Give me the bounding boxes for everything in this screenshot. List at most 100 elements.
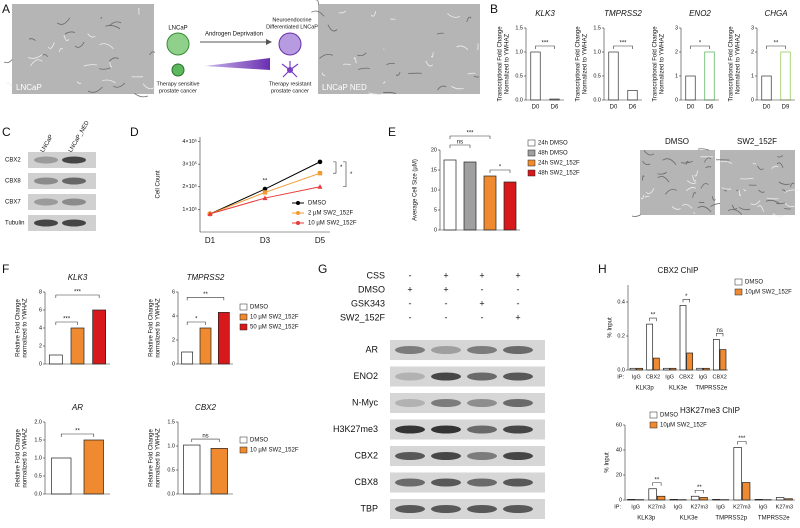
- y-axis-label: Normalized to YWHAZ: [736, 34, 742, 95]
- legend-swatch: [239, 323, 248, 331]
- cell-shape: [657, 175, 670, 183]
- cell-shape: [149, 51, 156, 56]
- blot: [28, 194, 96, 210]
- cell-shape: [777, 155, 784, 158]
- sig-bracket: [449, 144, 471, 148]
- x-tick-label: K27m3: [691, 504, 708, 510]
- legend-label: 48h DMSO: [538, 151, 568, 157]
- neuron-body: [287, 67, 293, 73]
- condition-mark: -: [409, 298, 412, 308]
- cell-shape: [641, 175, 645, 181]
- x-tick-label: D6: [706, 105, 714, 111]
- y-tick-label: 0: [434, 227, 437, 233]
- bar: [733, 447, 742, 501]
- cell-shape: [447, 13, 460, 18]
- cell-shape: [56, 17, 71, 25]
- y-tick-label: 2: [675, 49, 678, 55]
- blot-label: N-Myc: [352, 397, 378, 407]
- cell-shape: [315, 0, 320, 5]
- chart-title: ENO2: [689, 9, 711, 18]
- cell-shape: [776, 202, 786, 205]
- cell-shape: [784, 203, 795, 208]
- marker: [262, 195, 268, 201]
- significance: *: [699, 41, 702, 47]
- sig-bracket: [766, 45, 786, 49]
- cell-shape: [757, 205, 765, 212]
- legend-label: DMSO: [308, 201, 326, 207]
- condition-label: DMSO: [358, 284, 385, 294]
- sig-bracket: [535, 45, 555, 49]
- y-axis-label: Relative Fold Change: [149, 298, 155, 356]
- cell-shape: [327, 24, 338, 32]
- y-tick-label: 8: [39, 289, 42, 295]
- ned-dish: [278, 32, 302, 56]
- legend-label: 10 µM SW2_152F: [250, 448, 299, 454]
- band: [34, 219, 58, 227]
- cell-shape: [395, 71, 401, 76]
- bar: [463, 161, 477, 231]
- band: [395, 425, 425, 434]
- band: [395, 478, 425, 487]
- y-tick-label: 60: [616, 422, 622, 428]
- y-tick-label: 5: [434, 207, 437, 213]
- band: [395, 505, 425, 513]
- y-tick-label: 1.5: [515, 25, 523, 31]
- bar: [199, 327, 212, 365]
- micrograph: [12, 4, 154, 94]
- bar: [699, 497, 708, 501]
- significance: ***: [541, 41, 549, 47]
- bar: [686, 352, 694, 371]
- x-tick-label: CBX2: [646, 374, 660, 380]
- blot-label: AR: [365, 344, 378, 354]
- cell-shape: [731, 204, 738, 210]
- y-tick-label: 2: [751, 49, 754, 55]
- bar: [648, 488, 657, 501]
- cell-shape: [776, 162, 784, 168]
- marker: [317, 170, 323, 176]
- band: [34, 198, 58, 206]
- band: [503, 372, 533, 381]
- band: [431, 452, 461, 460]
- cell-shape: [662, 158, 677, 165]
- blot-label: CBX2: [354, 450, 378, 460]
- band: [34, 177, 58, 185]
- cell-shape: [311, 10, 325, 17]
- condition-mark: +: [479, 270, 484, 280]
- cell-shape: [685, 160, 689, 165]
- bar: [503, 181, 517, 231]
- cell-shape: [87, 86, 103, 93]
- legend-label: 2 µM SW2_152F: [308, 211, 353, 217]
- y-tick-label: 0.0: [34, 491, 42, 497]
- blot-label: CBX7: [5, 200, 21, 206]
- bar: [608, 51, 619, 101]
- panel-label: C: [2, 125, 11, 139]
- x-tick-label: IgG: [674, 504, 683, 510]
- panel-label: F: [2, 262, 9, 276]
- band: [467, 346, 497, 354]
- y-tick-label: 1.0: [515, 49, 523, 55]
- significance: *: [340, 165, 343, 171]
- legend-swatch: [239, 303, 248, 311]
- cell-shape: [358, 67, 370, 70]
- bar: [70, 327, 85, 365]
- bar: [48, 354, 63, 365]
- cell-shape: [671, 206, 681, 210]
- band: [395, 452, 425, 460]
- cell-shape: [100, 16, 103, 19]
- cell-shape: [750, 200, 761, 206]
- cell-shape: [727, 208, 743, 215]
- cell-shape: [643, 149, 655, 156]
- blot: [390, 393, 545, 413]
- group-label: KLK3e: [669, 386, 688, 392]
- significance: ***: [466, 131, 474, 137]
- panel-label: E: [388, 125, 396, 139]
- x-tick-label: K27m3: [648, 504, 665, 510]
- band: [467, 478, 497, 487]
- x-tick-label: CBX2: [679, 374, 693, 380]
- x-tick-label: D0: [687, 105, 695, 111]
- sig-bracket: [649, 317, 657, 322]
- condition-mark: +: [515, 312, 520, 322]
- sig-bracket: [652, 482, 662, 486]
- y-axis-label: normalized to YWHAZ: [23, 428, 29, 488]
